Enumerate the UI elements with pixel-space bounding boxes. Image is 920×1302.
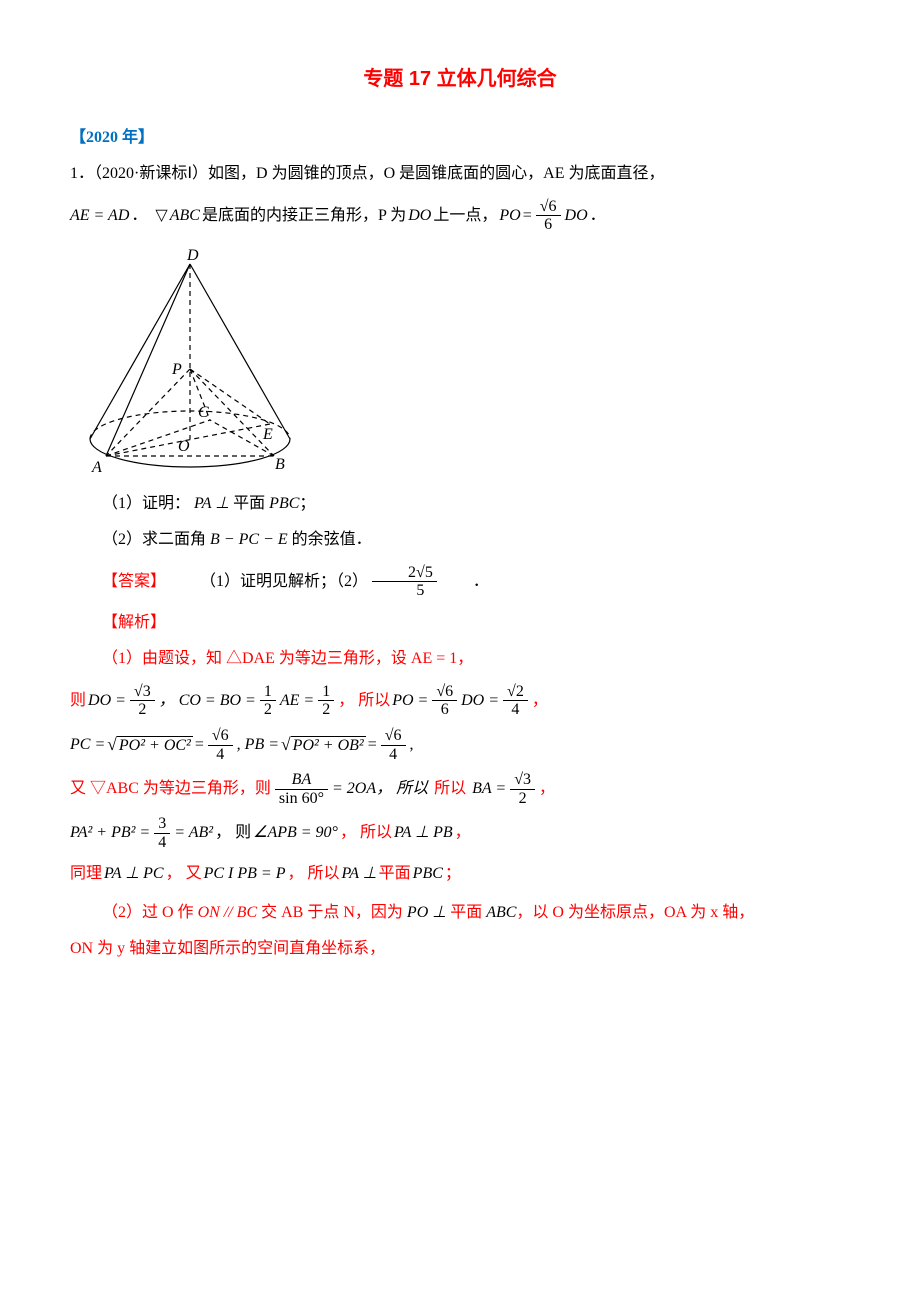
t: = bbox=[523, 201, 532, 231]
tri-symbol: ▽ bbox=[155, 201, 167, 231]
label-O: O bbox=[178, 438, 190, 455]
t: ． bbox=[131, 201, 147, 231]
label-E: E bbox=[262, 426, 273, 443]
sol-line1: （1）由题设，知 △DAE 为等边三角形，设 AE = 1， bbox=[70, 644, 850, 674]
frac: √66 bbox=[536, 198, 561, 234]
q-sub1: （1）证明： PA ⊥ 平面 PBC； bbox=[70, 489, 850, 519]
math: PO bbox=[499, 201, 520, 231]
question-line2: AE = AD ． ▽ABC 是底面的内接正三角形，P 为 DO 上一点， PO… bbox=[70, 198, 850, 234]
cone-diagram: D P C O E A B bbox=[70, 244, 310, 479]
math: DO bbox=[408, 201, 431, 231]
t: ． bbox=[590, 201, 606, 231]
q-sub2: （2）求二面角 B − PC − E 的余弦值． bbox=[70, 525, 850, 555]
sol-line4: 又 ▽ABC 为等边三角形，则 BAsin 60° = 2OA， 所以 = 2O… bbox=[70, 771, 850, 807]
answer-line: 【答案】 （1）证明见解析；（2） 2√55 ． bbox=[70, 564, 850, 600]
sol-line6: 同理 PA ⊥ PC ， 又 PC I PB = P ， 所以 PA ⊥ 平面 … bbox=[70, 859, 850, 889]
label-C: C bbox=[198, 404, 209, 421]
sol-line5: PA² + PB² = 34 = AB² ， 则 ∠APB = 90° ， 所以… bbox=[70, 815, 850, 851]
math: DO bbox=[565, 201, 588, 231]
t: 上一点， bbox=[433, 201, 497, 231]
math: ABC bbox=[170, 201, 200, 231]
analysis-label: 【解析】 bbox=[102, 614, 166, 631]
math: AE = AD bbox=[70, 201, 129, 231]
label-A: A bbox=[91, 459, 102, 476]
sol2-line1: （2）过 O 作 ON // BC 交 AB 于点 N，因为 PO ⊥ 平面 A… bbox=[70, 898, 850, 928]
label-D: D bbox=[186, 247, 199, 264]
sol-line2: 则 DO = √32 ， CO = BO = 12 AE = 12 ， 所以 P… bbox=[70, 683, 850, 719]
t: 是底面的内接正三角形，P 为 bbox=[202, 201, 406, 231]
label-P: P bbox=[171, 361, 182, 378]
sol2-line2: ON 为 y 轴建立如图所示的空间直角坐标系， bbox=[70, 934, 850, 964]
year-header: 【2020 年】 bbox=[70, 129, 154, 146]
answer-label: 【答案】 bbox=[70, 567, 166, 597]
label-B: B bbox=[275, 456, 285, 473]
question-line1: 1．（2020·新课标Ⅰ）如图，D 为圆锥的顶点，O 是圆锥底面的圆心，AE 为… bbox=[70, 159, 850, 189]
page-title: 专题 17 立体几何综合 bbox=[70, 60, 850, 98]
sol-line3: PC = √PO² + OC² = √64 , PB = √PO² + OB² … bbox=[70, 727, 850, 763]
